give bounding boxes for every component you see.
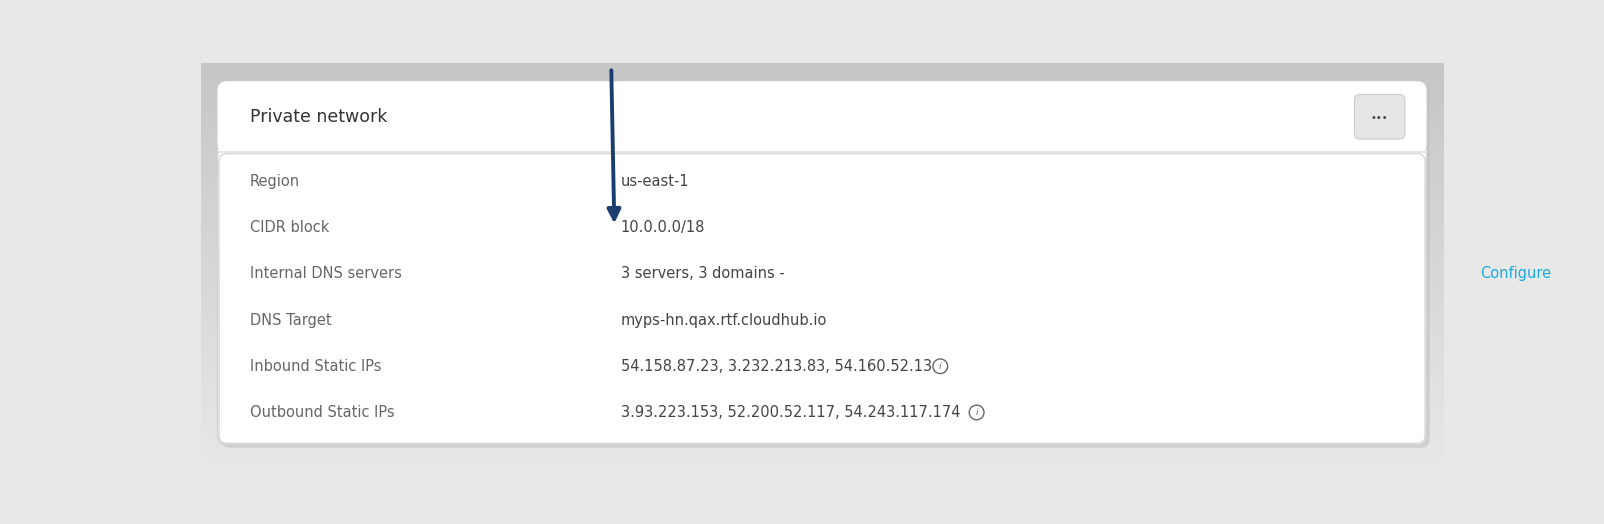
Bar [200,174,1444,184]
Bar [200,376,1444,386]
FancyBboxPatch shape [218,81,1426,445]
Bar [200,113,1444,124]
Bar [200,63,1444,73]
Bar [200,224,1444,234]
Bar [200,255,1444,265]
Bar [200,144,1444,154]
Text: DNS Target: DNS Target [250,312,332,328]
Bar [200,265,1444,275]
Text: •••: ••• [1371,113,1389,123]
Bar [200,83,1444,93]
Bar [200,446,1444,456]
Text: 10.0.0.0/18: 10.0.0.0/18 [621,220,704,235]
Text: i: i [938,362,942,371]
Bar [200,305,1444,315]
Bar [200,103,1444,113]
Text: us-east-1: us-east-1 [621,174,690,189]
Text: Outbound Static IPs: Outbound Static IPs [250,405,399,420]
FancyBboxPatch shape [220,154,1424,443]
Text: 54.158.87.23, 3.232.213.83, 54.160.52.13: 54.158.87.23, 3.232.213.83, 54.160.52.13 [621,359,932,374]
Bar [200,154,1444,163]
Bar [200,456,1444,466]
Text: Internal DNS servers: Internal DNS servers [250,266,403,281]
Text: 3 servers, 3 domains -: 3 servers, 3 domains - [621,266,784,281]
Text: CIDR block: CIDR block [250,220,329,235]
Bar [200,386,1444,396]
Bar [200,134,1444,144]
Bar [200,73,1444,83]
Bar [200,426,1444,436]
Bar [200,234,1444,244]
Bar [200,123,1444,134]
Text: 3.93.223.153, 52.200.52.117, 54.243.117.174: 3.93.223.153, 52.200.52.117, 54.243.117.… [621,405,961,420]
Bar [200,214,1444,224]
Bar [200,295,1444,305]
Bar [200,396,1444,406]
Text: Private network: Private network [250,108,388,126]
Text: Region: Region [250,174,300,189]
Text: Configure: Configure [1480,266,1551,281]
FancyBboxPatch shape [1354,94,1405,139]
Bar [200,416,1444,426]
Bar [200,163,1444,174]
Bar [200,355,1444,366]
Bar [200,275,1444,285]
Text: i: i [975,408,978,417]
Bar [200,335,1444,345]
Text: Inbound Static IPs: Inbound Static IPs [250,359,387,374]
Bar [200,285,1444,295]
Text: myps-hn.qax.rtf.cloudhub.io: myps-hn.qax.rtf.cloudhub.io [621,312,828,328]
Bar [200,204,1444,214]
Bar [200,194,1444,204]
Bar [200,244,1444,255]
Bar [200,436,1444,446]
Bar [200,325,1444,335]
Bar [200,184,1444,194]
Bar [200,315,1444,325]
Bar [200,366,1444,376]
Bar [200,345,1444,355]
FancyBboxPatch shape [221,84,1429,448]
Bar [200,406,1444,416]
FancyBboxPatch shape [218,81,1426,152]
Bar [200,93,1444,103]
